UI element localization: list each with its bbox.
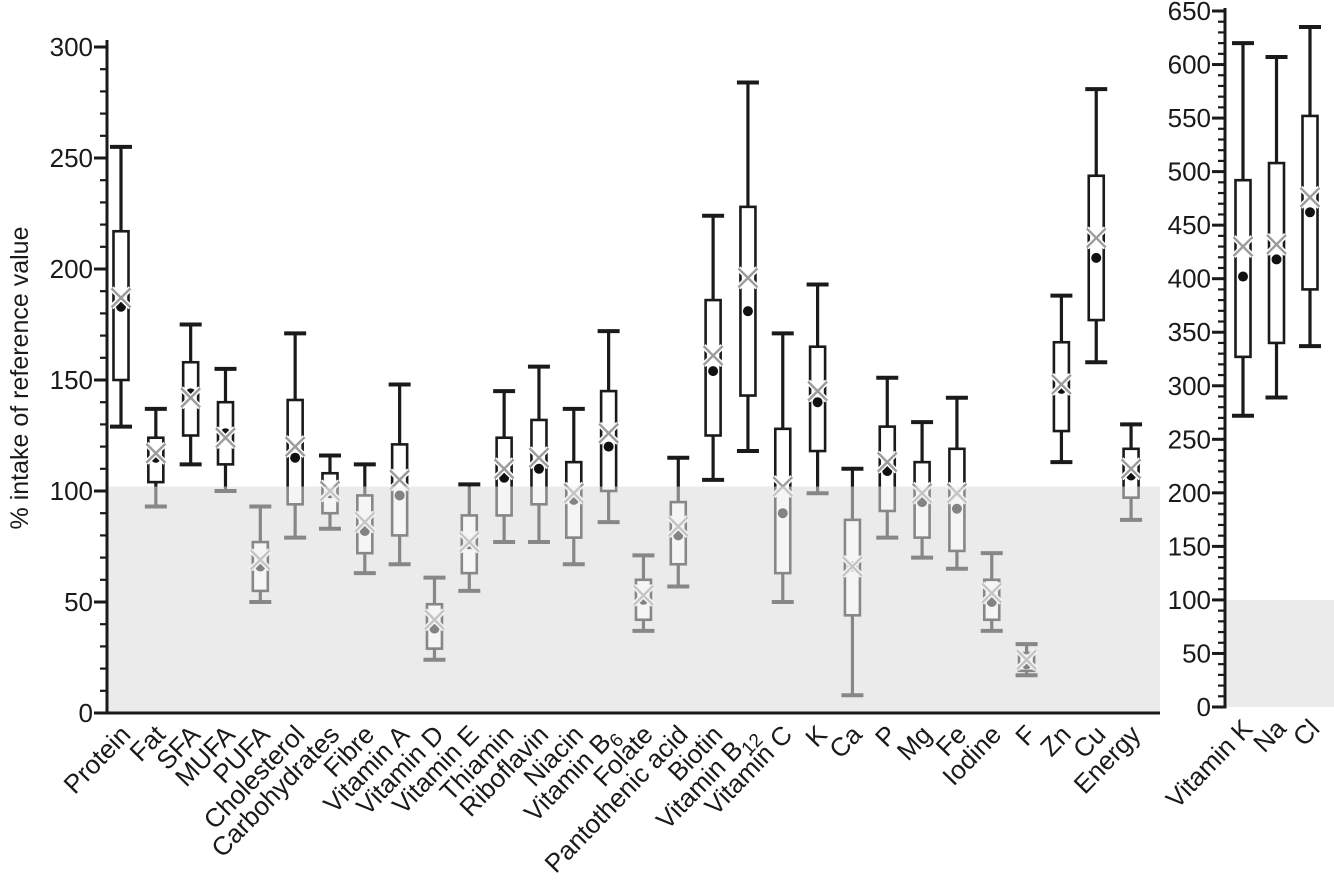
median-dot: [1238, 271, 1248, 282]
y-tick-label: 0: [1197, 692, 1211, 722]
y-tick-label: 100: [50, 476, 93, 506]
y-tick-label: 50: [1182, 638, 1211, 668]
mean-x-marker: [1084, 226, 1108, 250]
y-tick-label: 250: [1168, 424, 1211, 454]
median-dot: [603, 441, 614, 452]
reference-band-overlay: [1225, 599, 1334, 707]
y-tick-label: 500: [1168, 157, 1211, 187]
boxplot-Zn: [1049, 293, 1073, 465]
mean-x-marker: [806, 379, 830, 403]
mean-x-marker: [1231, 235, 1255, 259]
y-axis: 0 50 100 150 200 250 300 350 400 450 500 550 600 650: [1168, 0, 1227, 722]
boxplot-Thiamin: [492, 389, 516, 545]
boxplot-SFA: [179, 322, 203, 467]
iqr-box: [1234, 178, 1252, 359]
boxplot-Na: [1265, 55, 1288, 400]
y-tick-label: 150: [1168, 531, 1211, 561]
boxplot-K: [806, 282, 830, 496]
y-tick-label: 650: [1168, 0, 1211, 26]
category-label-Na: Na: [1247, 713, 1292, 758]
mean-x-marker: [597, 421, 621, 445]
y-tick-label: 200: [50, 254, 93, 284]
median-dot: [1305, 207, 1315, 218]
mean-x-marker: [283, 435, 307, 459]
y-tick-label: 300: [1168, 371, 1211, 401]
category-labels: ProteinFatSFAMUFAPUFACholesterolCarbohyd…: [58, 719, 1147, 879]
median-dot: [1091, 252, 1102, 263]
y-tick-label: 350: [1168, 317, 1211, 347]
mean-x-marker: [388, 468, 412, 492]
mean-x-marker: [527, 446, 551, 470]
category-label-F: F: [1009, 719, 1042, 751]
y-tick-label: 200: [1168, 478, 1211, 508]
y-tick-label: 0: [79, 698, 93, 728]
boxplot-MUFA: [214, 366, 237, 493]
boxplot-Vitamin K: [1231, 41, 1255, 418]
mean-x-marker: [701, 344, 725, 368]
mean-x-marker: [109, 286, 133, 310]
mean-x-marker: [1119, 457, 1143, 481]
y-tick-label: 150: [50, 365, 93, 395]
boxplots: [1231, 25, 1322, 418]
boxplot-Vitamin B12: [736, 80, 760, 454]
median-dot: [533, 463, 544, 474]
y-tick-label: 550: [1168, 103, 1211, 133]
iqr-box: [739, 205, 757, 397]
overflow-panel: 0 50 100 150 200 250 300 350 400 450 500 550 600 650 V…: [1160, 0, 1334, 814]
median-dot: [812, 397, 823, 408]
y-tick-label: 450: [1168, 210, 1211, 240]
mean-x-marker: [875, 450, 899, 474]
category-label-Protein: Protein: [58, 719, 137, 799]
y-tick-label: 600: [1168, 50, 1211, 80]
y-tick-label: 100: [1168, 585, 1211, 615]
mean-x-marker: [179, 386, 203, 410]
mean-x-marker: [492, 457, 516, 481]
boxplot-Cl: [1298, 25, 1322, 349]
y-tick-label: 250: [50, 143, 93, 173]
boxplot-Protein: [109, 144, 133, 429]
mean-x-marker: [1049, 372, 1073, 396]
mean-x-marker: [214, 426, 237, 450]
median-dot: [742, 306, 753, 317]
category-label-Ca: Ca: [823, 719, 868, 764]
boxplot-Energy: [1119, 422, 1143, 522]
y-tick-label: 400: [1168, 264, 1211, 294]
y-axis: 0 50 100 150 200 250 300: [50, 32, 1160, 728]
y-tick-label: 300: [50, 32, 93, 62]
median-dot: [1271, 254, 1282, 265]
mean-x-marker: [1298, 185, 1322, 209]
mean-x-marker: [1265, 232, 1288, 256]
mean-x-marker: [736, 266, 760, 290]
y-tick-label: 50: [64, 587, 93, 617]
median-dot: [708, 366, 719, 377]
mean-x-marker: [144, 441, 168, 465]
boxplot-Biotin: [701, 213, 725, 482]
median-dot: [290, 452, 301, 463]
boxplot-Cu: [1084, 87, 1108, 365]
category-label-Vitamin K: Vitamin K: [1160, 713, 1259, 814]
main-panel: 050100150200250300ProteinFatSFAMUFAPUFAC…: [50, 32, 1160, 878]
y-axis-title: % intake of reference value: [6, 227, 34, 530]
iqr-box: [1087, 174, 1106, 322]
category-label-Cl: Cl: [1287, 713, 1326, 752]
reference-band-overlay: [107, 486, 1160, 713]
